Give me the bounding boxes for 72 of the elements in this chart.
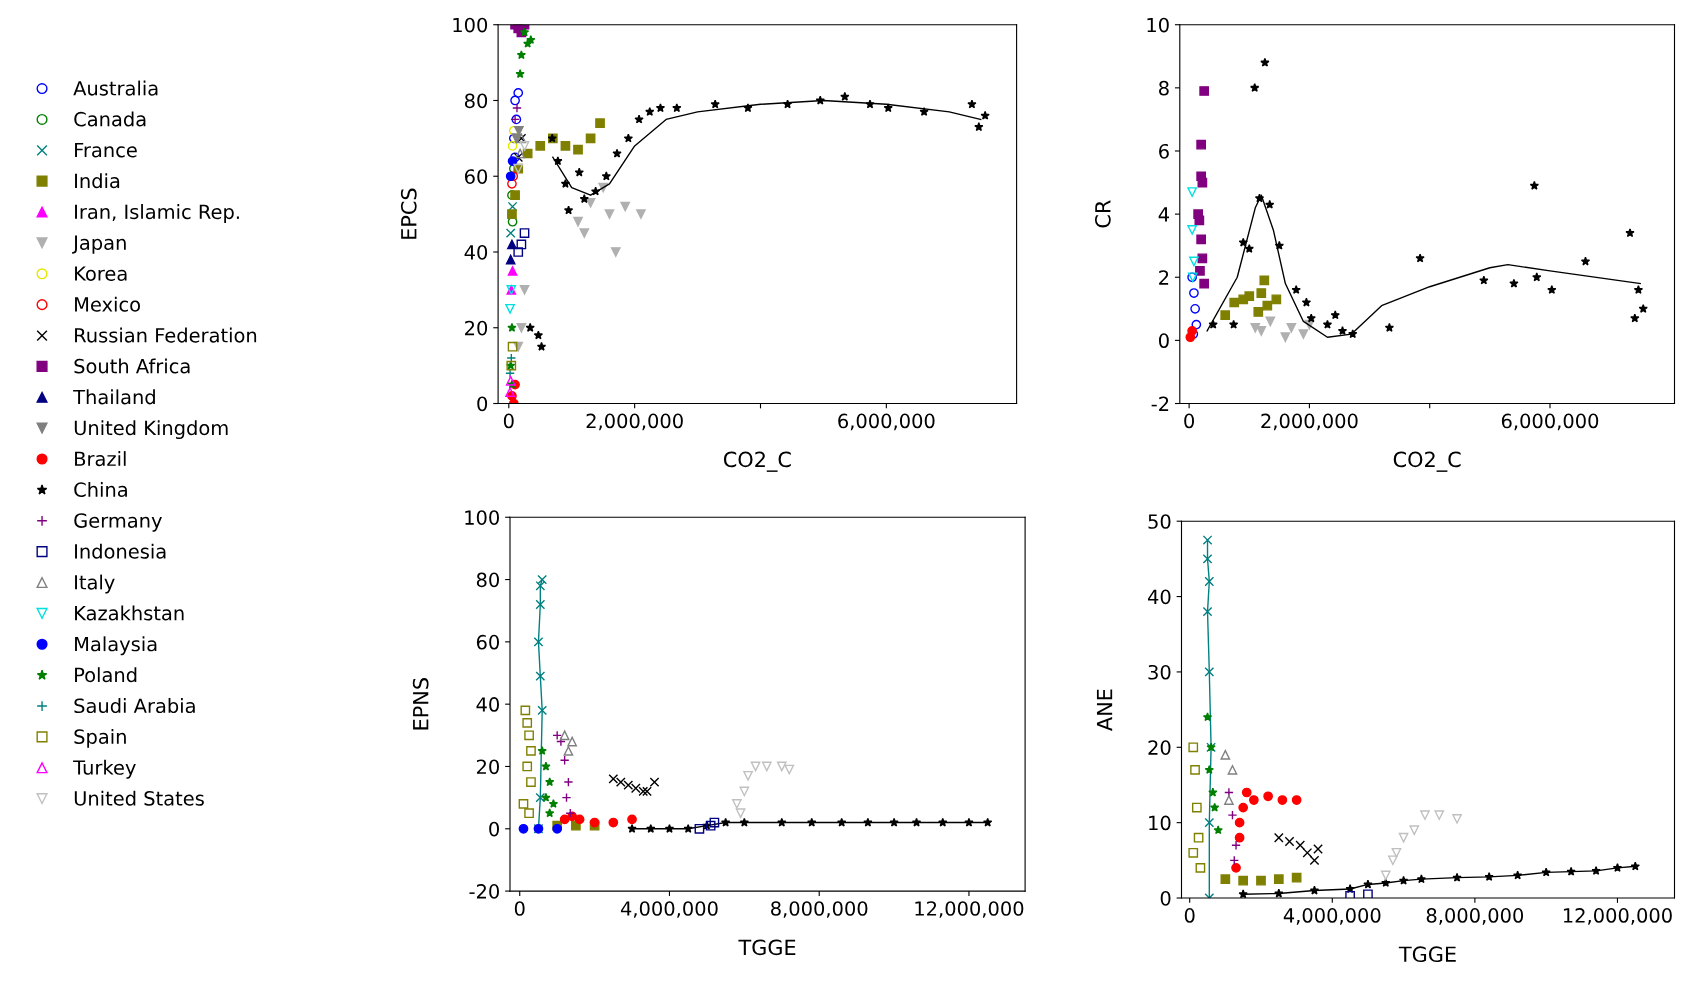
legend-label: Germany (74, 513, 162, 532)
legend-label: Iran, Islamic Rep. (75, 204, 239, 223)
legend-label: Turkey (73, 759, 136, 779)
x-tick-label: 8,000,000 (1426, 908, 1524, 925)
y-tick-label: 80 (464, 93, 488, 109)
legend-label: India (75, 173, 120, 189)
x-axis-title: TGGE (1398, 946, 1456, 963)
y-tick-label: -20 (469, 884, 499, 899)
legend-label: Poland (75, 667, 137, 683)
x-tick-label: 4,000,000 (620, 901, 718, 918)
x-axis-title: CO2_C (1393, 451, 1461, 472)
y-tick-label: 8 (1159, 80, 1169, 96)
legend-label: Canada (74, 111, 146, 127)
y-axis-title: ANE (1096, 689, 1113, 731)
x-axis-title: TGGE (738, 939, 796, 956)
y-axis-title: EPNS (412, 678, 429, 730)
legend-label: Indonesia (75, 543, 166, 559)
x-tick-label: 2,000,000 (586, 413, 683, 431)
legend-label: Italy (75, 574, 115, 594)
legend-label: Spain (74, 728, 126, 748)
legend-label: United States (74, 790, 204, 806)
x-tick-label: 2,000,000 (1261, 413, 1358, 431)
y-tick-label: 20 (476, 759, 499, 775)
y-tick-label: 10 (1149, 815, 1171, 831)
x-tick-label: 12,000,000 (1563, 908, 1672, 925)
legend-label: France (75, 142, 137, 158)
y-axis-title: EPCS (400, 188, 417, 239)
y-tick-label: 0 (477, 396, 488, 412)
y-tick-label: 4 (1158, 207, 1169, 222)
legend-label: Saudi Arabia (74, 698, 195, 714)
y-tick-label: 50 (1148, 514, 1171, 529)
legend-label: Mexico (75, 296, 140, 312)
y-tick-label: -2 (1151, 396, 1169, 411)
y-tick-label: 2 (1159, 270, 1169, 285)
y-tick-label: 6 (1159, 143, 1169, 159)
y-tick-label: 100 (453, 17, 488, 33)
y-tick-label: 20 (1148, 740, 1171, 755)
x-axis-title: CO2_C (723, 451, 791, 472)
y-axis-title: CR (1094, 200, 1111, 228)
y-tick-label: 0 (1160, 890, 1171, 906)
y-tick-label: 0 (489, 821, 499, 837)
legend-label: Russian Federation (75, 327, 257, 343)
legend-label: United Kingdom (74, 420, 228, 440)
legend-label: Malaysia (75, 636, 157, 656)
y-tick-label: 30 (1148, 664, 1171, 680)
y-tick-label: 40 (1147, 589, 1171, 605)
x-tick-label: 0 (1184, 908, 1195, 923)
x-tick-label: 0 (1184, 413, 1195, 429)
x-tick-label: 12,000,000 (915, 901, 1024, 918)
legend-label: Kazakhstan (75, 605, 184, 621)
legend-label: South Africa (74, 358, 190, 374)
y-tick-label: 20 (465, 320, 488, 336)
legend-label: Australia (73, 80, 158, 96)
y-tick-label: 40 (464, 244, 488, 260)
x-tick-label: 6,000,000 (838, 413, 935, 431)
y-tick-label: 60 (476, 634, 499, 650)
x-tick-label: 6,000,000 (1501, 413, 1599, 431)
y-tick-label: 60 (464, 169, 488, 184)
legend-label: Brazil (75, 451, 126, 467)
legend-label: Thailand (73, 389, 155, 405)
y-tick-label: 10 (1147, 17, 1169, 33)
x-tick-label: 0 (514, 901, 525, 916)
y-tick-label: 0 (1158, 333, 1169, 349)
legend-label: China (74, 481, 127, 497)
y-tick-label: 40 (476, 697, 499, 712)
x-tick-label: 4,000,000 (1283, 908, 1381, 925)
x-tick-label: 0 (503, 413, 514, 429)
x-tick-label: 8,000,000 (771, 901, 868, 918)
y-tick-label: 100 (465, 510, 499, 525)
legend-label: Japan (72, 235, 126, 254)
legend-label: Korea (75, 266, 127, 281)
y-tick-label: 80 (476, 572, 499, 588)
